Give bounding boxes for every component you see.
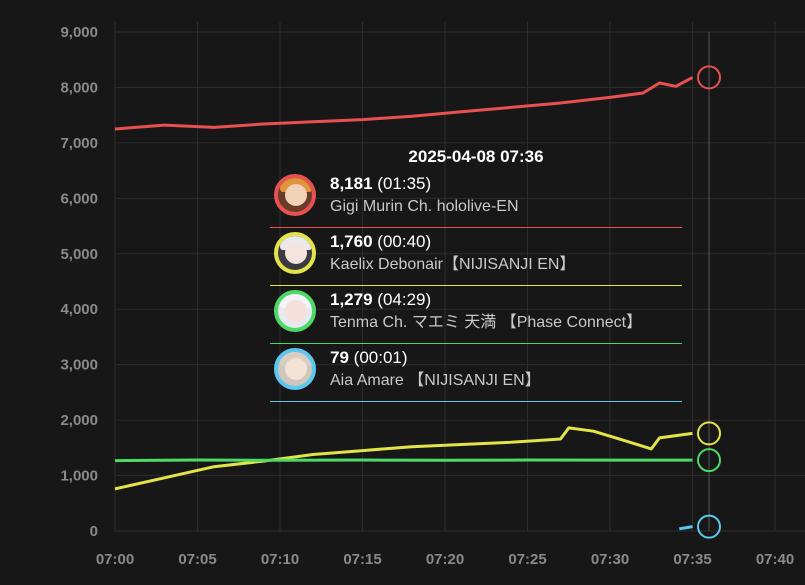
y-tick-label: 8,000 bbox=[60, 79, 98, 96]
avatar-aia-icon[interactable] bbox=[274, 348, 316, 390]
series-line bbox=[114, 426, 693, 491]
grid bbox=[114, 22, 805, 532]
stream-duration: (00:40) bbox=[377, 232, 432, 251]
channel-name[interactable]: Kaelix Debonair【NIJISANJI EN】 bbox=[330, 256, 576, 273]
x-tick-label: 07:00 bbox=[96, 551, 134, 568]
y-tick-label: 3,000 bbox=[60, 357, 98, 374]
viewer-count: 1,279 bbox=[330, 290, 373, 309]
x-tick-label: 07:30 bbox=[591, 551, 629, 568]
y-tick-label: 1,000 bbox=[60, 468, 98, 485]
y-tick-label: 4,000 bbox=[60, 301, 98, 318]
tooltip-row: 1,279 (04:29) Tenma Ch. マエミ 天満 【Phase Co… bbox=[270, 290, 682, 344]
channel-name[interactable]: Gigi Murin Ch. hololive-EN bbox=[330, 198, 519, 215]
x-tick-label: 07:20 bbox=[426, 551, 464, 568]
channel-name[interactable]: Tenma Ch. マエミ 天満 【Phase Connect】 bbox=[330, 314, 643, 331]
series-end-marker bbox=[697, 421, 721, 446]
viewer-count: 79 bbox=[330, 348, 349, 367]
y-tick-label: 9,000 bbox=[60, 24, 98, 41]
y-tick-label: 0 bbox=[90, 523, 98, 540]
stream-duration: (04:29) bbox=[377, 290, 432, 309]
stream-duration: (00:01) bbox=[353, 348, 408, 367]
x-axis-ticks: 07:00 07:05 07:10 07:15 07:20 07:25 07:30 07:35… bbox=[96, 551, 794, 568]
series-end-marker bbox=[697, 448, 721, 473]
x-tick-label: 07:25 bbox=[508, 551, 546, 568]
series-line bbox=[114, 458, 693, 463]
series-end-marker bbox=[697, 65, 721, 90]
stream-duration: (01:35) bbox=[377, 174, 432, 193]
series-line bbox=[114, 76, 694, 131]
tooltip-row: 79 (00:01) Aia Amare 【NIJISANJI EN】 bbox=[270, 348, 682, 402]
y-axis-ticks: 0 1,000 2,000 3,000 4,000 5,000 6,000 7,000 8,00… bbox=[60, 24, 98, 540]
series-lines bbox=[114, 76, 694, 531]
y-tick-label: 7,000 bbox=[60, 135, 98, 152]
tooltip-title: 2025-04-08 07:36 bbox=[408, 147, 544, 166]
tooltip-row: 8,181 (01:35) Gigi Murin Ch. hololive-EN bbox=[270, 174, 682, 228]
y-tick-label: 2,000 bbox=[60, 412, 98, 429]
avatar-tenma-icon[interactable] bbox=[274, 290, 316, 332]
viewer-count: 8,181 bbox=[330, 174, 373, 193]
avatar-gigi-icon[interactable] bbox=[274, 174, 316, 216]
x-tick-label: 07:15 bbox=[343, 551, 381, 568]
x-tick-label: 07:40 bbox=[756, 551, 794, 568]
x-tick-label: 07:35 bbox=[673, 551, 711, 568]
series-line bbox=[679, 525, 693, 531]
series-end-marker bbox=[697, 514, 721, 539]
x-tick-label: 07:10 bbox=[261, 551, 299, 568]
end-markers bbox=[697, 65, 721, 539]
y-tick-label: 5,000 bbox=[60, 246, 98, 263]
x-tick-label: 07:05 bbox=[178, 551, 216, 568]
viewer-count: 1,760 bbox=[330, 232, 373, 251]
channel-name[interactable]: Aia Amare 【NIJISANJI EN】 bbox=[330, 372, 541, 389]
y-tick-label: 6,000 bbox=[60, 190, 98, 207]
tooltip-row: 1,760 (00:40) Kaelix Debonair【NIJISANJI … bbox=[270, 232, 682, 286]
hover-tooltip: 2025-04-08 07:36 8,181 (01:35) Gigi Muri… bbox=[270, 140, 682, 406]
avatar-kaelix-icon[interactable] bbox=[274, 232, 316, 274]
